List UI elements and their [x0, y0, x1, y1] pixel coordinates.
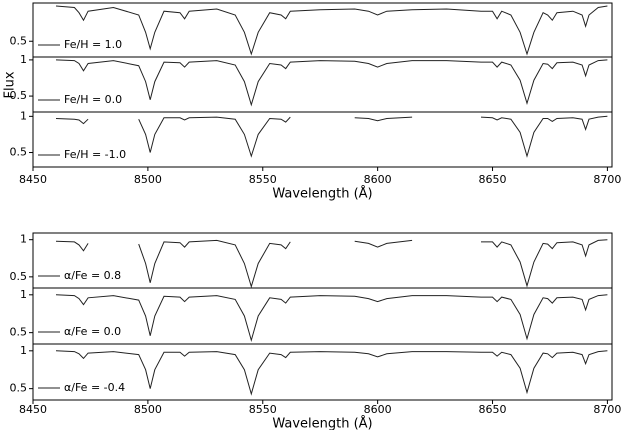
- panel-frame: [32, 111, 613, 168]
- x-tick-label: 8650: [479, 173, 507, 186]
- y-tick-label: 1: [20, 109, 27, 122]
- spectrum-line: [55, 350, 608, 396]
- legend-label: α/Fe = 0.0: [64, 325, 121, 338]
- y-axis-label: Flux: [3, 71, 18, 98]
- legend-label: Fe/H = 0.0: [64, 93, 122, 106]
- legend-label: α/Fe = -0.4: [64, 381, 125, 394]
- x-axis-label: Wavelength (Å): [272, 186, 372, 202]
- x-tick-label: 8700: [593, 403, 621, 416]
- spectrum-line: [55, 59, 608, 107]
- y-tick-label: 1: [20, 233, 27, 246]
- legend-label: Fe/H = 1.0: [64, 38, 122, 51]
- spectrum-line: [55, 115, 608, 158]
- y-tick-label: 0.5: [10, 146, 28, 159]
- y-tick-label: 1: [20, 344, 27, 357]
- legend-label: α/Fe = 0.8: [64, 269, 121, 282]
- spectrum-line: [55, 5, 608, 56]
- x-tick-label: 8700: [593, 173, 621, 186]
- panel-frame: [32, 343, 613, 401]
- y-tick-label: 0.5: [10, 382, 28, 395]
- x-tick-label: 8600: [364, 173, 392, 186]
- y-tick-label: 0.5: [10, 89, 28, 102]
- x-tick-label: 8450: [19, 173, 47, 186]
- y-tick-label: 0.5: [10, 326, 28, 339]
- spectrum-line: [55, 294, 608, 343]
- x-axis-label: Wavelength (Å): [272, 416, 372, 430]
- y-tick-label: 1: [20, 53, 27, 66]
- x-tick-label: 8550: [249, 403, 277, 416]
- y-tick-label: 0.5: [10, 34, 28, 47]
- x-tick-label: 8600: [364, 403, 392, 416]
- legend-label: Fe/H = -1.0: [64, 148, 126, 161]
- y-tick-label: 1: [20, 288, 27, 301]
- x-tick-label: 8450: [19, 403, 47, 416]
- x-tick-label: 8500: [134, 173, 162, 186]
- x-tick-label: 8550: [249, 173, 277, 186]
- x-tick-label: 8500: [134, 403, 162, 416]
- spectrum-line: [55, 239, 608, 289]
- y-tick-label: 0.5: [10, 270, 28, 283]
- x-tick-label: 8650: [479, 403, 507, 416]
